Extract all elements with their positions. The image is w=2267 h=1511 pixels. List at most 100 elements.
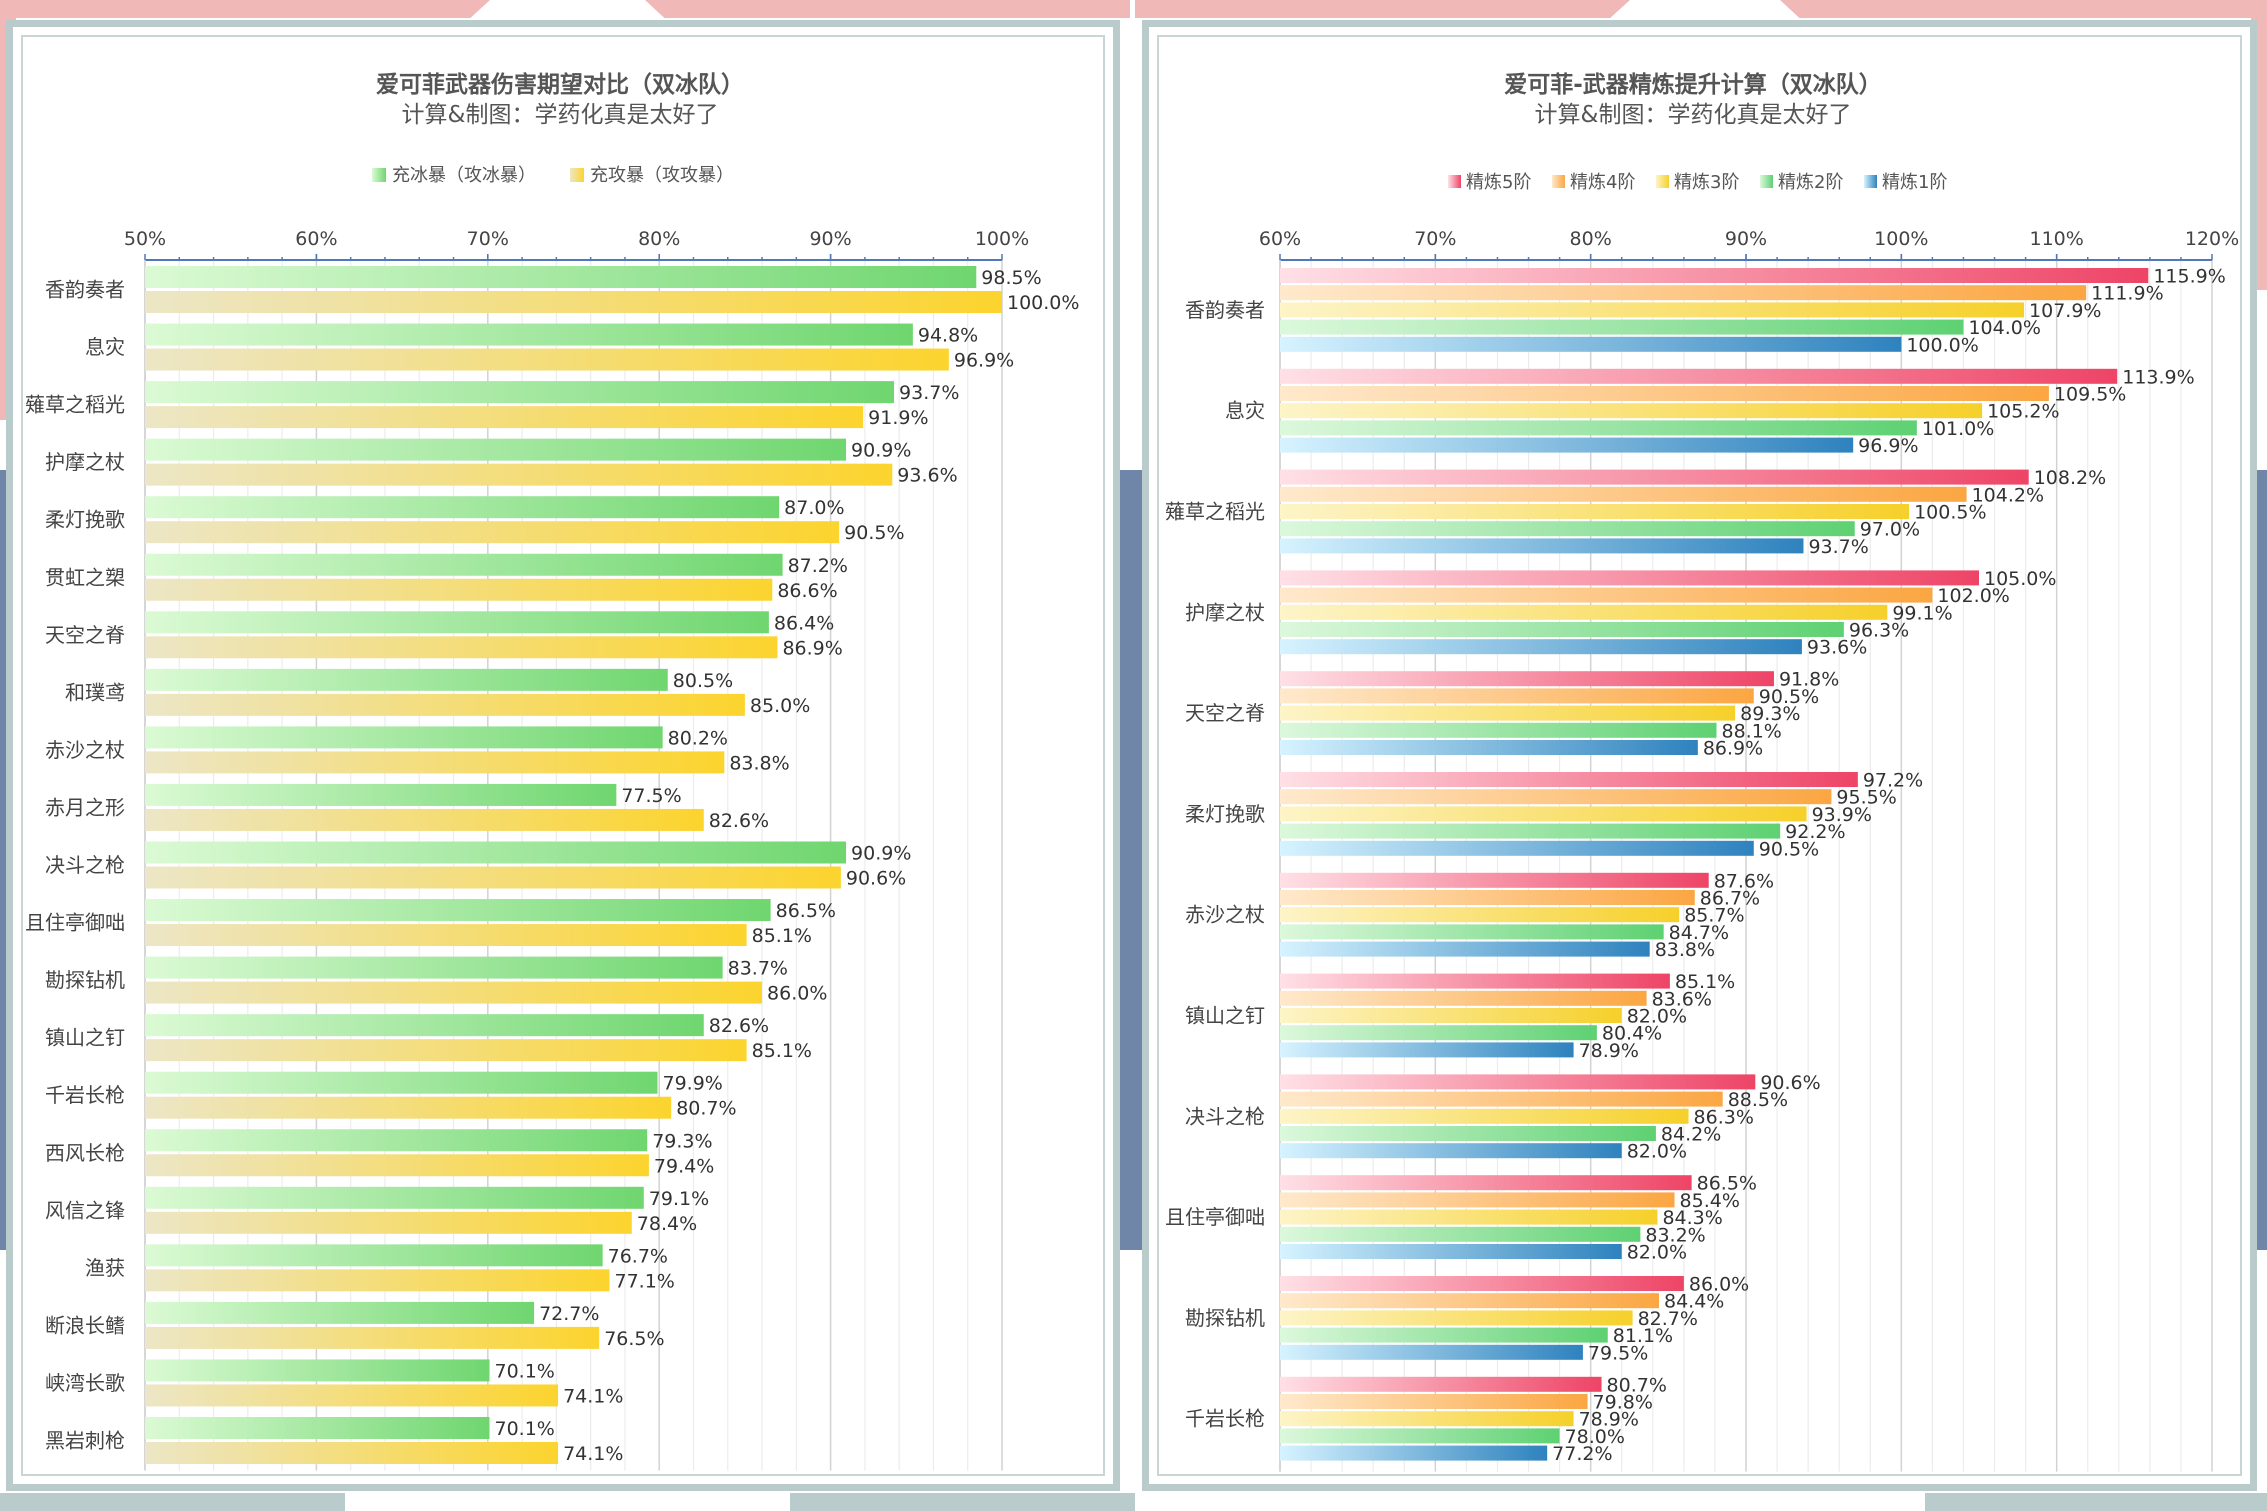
left-category-label: 西风长枪	[45, 1141, 125, 1165]
left-data-label: 98.5%	[981, 267, 1041, 289]
left-category-label: 赤月之形	[45, 795, 125, 819]
right-bar	[1280, 924, 1664, 940]
right-bar	[1280, 1226, 1641, 1242]
right-bar	[1280, 973, 1670, 989]
right-category-label: 香韵奏者	[1185, 298, 1265, 322]
right-bar	[1280, 789, 1832, 805]
right-data-label: 93.6%	[1807, 637, 1867, 659]
left-data-label: 78.4%	[637, 1213, 697, 1235]
right-data-label: 79.5%	[1588, 1342, 1648, 1364]
right-data-label: 86.3%	[1694, 1106, 1754, 1128]
left-bar	[145, 381, 895, 404]
right-data-label: 104.0%	[1968, 317, 2040, 339]
right-bar	[1280, 1310, 1633, 1326]
left-data-label: 77.1%	[614, 1270, 674, 1292]
right-gridlines	[1279, 260, 2213, 1472]
right-data-label: 91.8%	[1779, 669, 1839, 691]
left-bar	[145, 636, 778, 659]
right-bar	[1280, 1126, 1656, 1141]
right-category-label: 赤沙之杖	[1185, 903, 1265, 927]
right-data-label: 86.0%	[1689, 1274, 1749, 1296]
left-bar	[145, 866, 841, 889]
right-bar	[1280, 268, 2149, 283]
right-data-label: 100.0%	[1906, 334, 1978, 356]
right-data-label: 99.1%	[1892, 602, 1952, 624]
left-bar	[145, 751, 725, 774]
left-bar	[145, 808, 704, 831]
right-x-tick-label: 60%	[1259, 228, 1301, 250]
right-data-label: 90.5%	[1759, 686, 1819, 708]
right-data-label: 86.5%	[1697, 1173, 1757, 1195]
right-category-label: 千岩长枪	[1185, 1407, 1265, 1431]
left-bar	[145, 1039, 747, 1062]
right-data-label: 102.0%	[1937, 585, 2009, 607]
left-category-label: 峡湾长歌	[45, 1371, 125, 1395]
left-data-label: 80.5%	[673, 670, 733, 692]
right-data-label: 87.6%	[1714, 870, 1774, 892]
right-bar	[1280, 639, 1802, 655]
left-bar	[145, 496, 780, 519]
right-bar	[1280, 1042, 1574, 1058]
decor-pink-top-right	[1780, 0, 2267, 18]
right-bar	[1280, 823, 1781, 839]
left-bar	[145, 1129, 648, 1152]
left-bar	[145, 1186, 644, 1209]
right-data-label: 105.0%	[1984, 568, 2056, 590]
left-category-label: 息灾	[85, 335, 125, 359]
right-bar	[1280, 740, 1698, 755]
right-data-label: 83.8%	[1655, 939, 1715, 961]
right-bar	[1280, 570, 1979, 586]
left-category-label: 渔获	[85, 1256, 125, 1280]
left-bar	[145, 1359, 490, 1382]
right-bar	[1280, 504, 1910, 519]
right-bar	[1280, 907, 1680, 923]
right-legend-swatch-r3	[1656, 175, 1669, 188]
left-x-tick-label: 50%	[124, 228, 166, 250]
right-data-label: 92.2%	[1785, 821, 1845, 843]
left-category-label: 且住亭御咄	[25, 911, 125, 935]
right-legend-label-r5: 精炼5阶	[1466, 172, 1531, 193]
left-bar	[145, 668, 668, 691]
left-data-label: 86.0%	[767, 983, 827, 1005]
right-category-label: 息灾	[1225, 399, 1265, 423]
left-data-label: 87.2%	[788, 555, 848, 577]
left-chart-subtitle: 计算&制图：学药化真是太好了	[402, 102, 719, 128]
right-bar	[1280, 1175, 1692, 1191]
left-data-label: 72.7%	[539, 1303, 599, 1325]
left-bar	[145, 1096, 672, 1119]
right-data-label: 82.7%	[1638, 1308, 1698, 1330]
left-bar-chart: 50% 60% 70% 80% 90% 100% 香韵奏者 98.5% 100.0% 息灾 94.8…	[25, 228, 1079, 1471]
left-data-label: 80.2%	[668, 727, 728, 749]
right-legend-label-r1: 精炼1阶	[1882, 172, 1947, 193]
left-data-label: 82.6%	[709, 1015, 769, 1037]
left-bar	[145, 611, 769, 634]
left-data-label: 79.3%	[652, 1130, 712, 1152]
right-category-label: 镇山之钉	[1185, 1004, 1265, 1028]
right-data-label: 113.9%	[2122, 366, 2194, 388]
left-category-label: 千岩长枪	[45, 1083, 125, 1107]
left-bar	[145, 1417, 490, 1439]
right-x-tick-label: 120%	[2185, 228, 2239, 250]
right-bar	[1280, 386, 2049, 401]
right-bar	[1280, 1293, 1660, 1309]
right-data-label: 77.2%	[1552, 1443, 1612, 1465]
right-data-label: 84.4%	[1664, 1291, 1724, 1313]
right-data-label: 86.9%	[1703, 738, 1763, 760]
left-data-label: 96.9%	[954, 350, 1014, 372]
left-data-label: 90.6%	[846, 868, 906, 890]
right-data-label: 79.8%	[1593, 1392, 1653, 1414]
left-bar	[145, 1326, 600, 1349]
left-data-label: 93.7%	[899, 382, 959, 404]
right-bar	[1280, 336, 1902, 352]
right-chart-title: 爱可菲-武器精炼提升计算（双冰队）	[1504, 71, 1882, 98]
right-bar	[1280, 1276, 1684, 1291]
left-data-label: 86.9%	[782, 637, 842, 659]
right-data-label: 104.2%	[1972, 484, 2044, 506]
left-data-label: 83.7%	[728, 958, 788, 980]
left-x-tick-label: 80%	[638, 228, 680, 250]
left-data-label: 80.7%	[676, 1098, 736, 1120]
right-bar	[1280, 1209, 1658, 1225]
right-data-label: 78.9%	[1579, 1409, 1639, 1431]
left-bar	[145, 783, 617, 806]
left-data-label: 90.9%	[851, 440, 911, 462]
